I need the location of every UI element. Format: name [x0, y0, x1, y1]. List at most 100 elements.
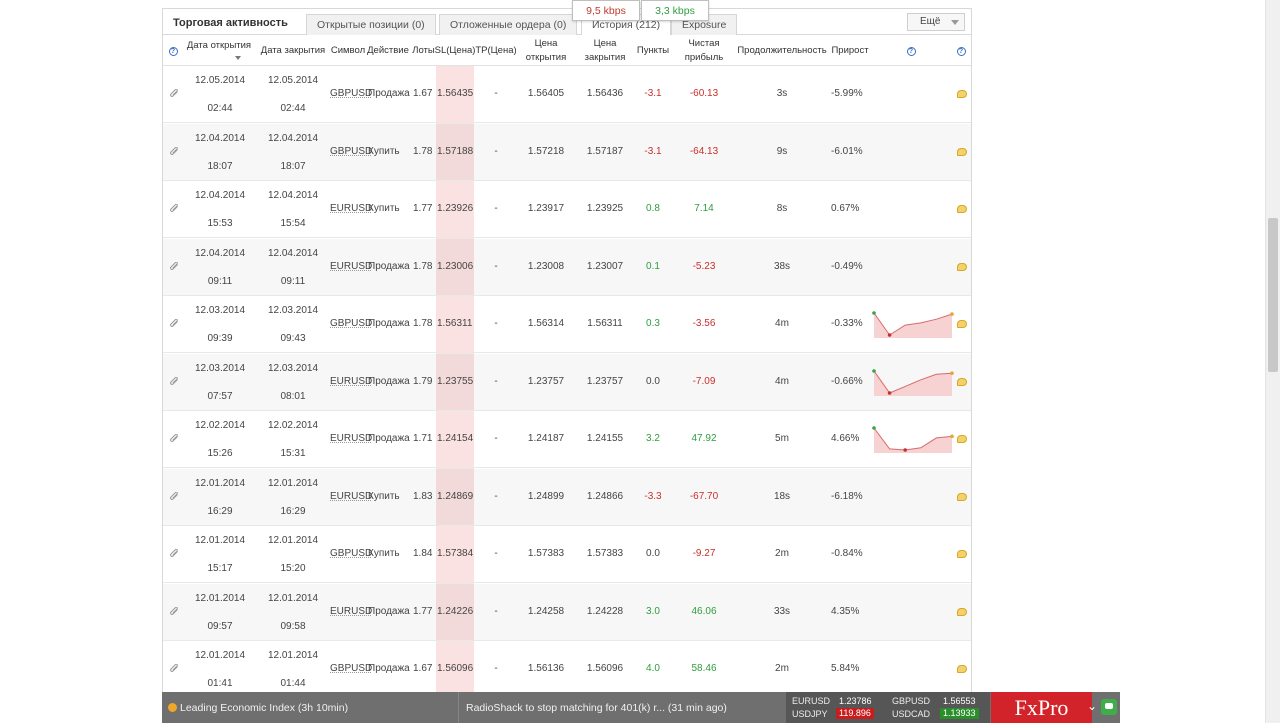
tab-pending-orders[interactable]: Отложенные ордера (0)	[439, 14, 578, 35]
comment-icon[interactable]	[957, 492, 967, 501]
col-points[interactable]: Пункты	[636, 45, 670, 56]
col-sl[interactable]: SL(Цена)	[434, 45, 476, 56]
symbol-link[interactable]: EURUSD	[330, 375, 373, 387]
paperclip-icon[interactable]	[170, 319, 180, 329]
comment-icon[interactable]	[957, 90, 967, 98]
points: 0.0	[646, 548, 660, 559]
close-date: 12.04.2014 09:11	[267, 247, 319, 287]
sl-price: 1.56311	[437, 318, 473, 329]
tp-price: -	[494, 490, 498, 502]
page-scrollbar[interactable]	[1265, 0, 1280, 723]
quote-symbol-eurusd: EURUSD	[792, 696, 831, 706]
tp-price: -	[494, 548, 498, 559]
scrollbar-thumb[interactable]	[1268, 218, 1278, 372]
symbol-link[interactable]: GBPUSD	[330, 548, 373, 559]
symbol-link[interactable]: EURUSD	[330, 260, 373, 272]
close-date: 12.05.2014 02:44	[267, 75, 319, 114]
sparkline-area	[874, 428, 952, 453]
points: 4.0	[646, 663, 660, 674]
comment-icon[interactable]	[957, 607, 967, 616]
col-net-profit[interactable]: Чистая прибыль	[684, 38, 724, 63]
table-row[interactable]: 12.03.2014 09:39 12.03.2014 09:43 GBPUSD Прод…	[163, 296, 971, 353]
help-icon[interactable]: ?	[167, 36, 179, 66]
symbol-link[interactable]: EURUSD	[330, 605, 373, 617]
table-row[interactable]: 12.04.2014 15:53 12.04.2014 15:54 EURUSD Купи…	[163, 181, 971, 238]
open-date: 12.01.2014 15:17	[194, 535, 246, 574]
col-action[interactable]: Действие	[367, 45, 409, 56]
quote-value-usdjpy: 119.896	[836, 708, 874, 719]
paperclip-icon[interactable]	[170, 491, 180, 502]
open-price: 1.24899	[527, 490, 565, 502]
paperclip-icon[interactable]	[170, 261, 180, 272]
open-date: 12.01.2014 09:57	[194, 592, 246, 632]
download-speed: 9,5 kbps	[572, 0, 640, 21]
col-open-price[interactable]: Цена открытия	[525, 38, 567, 63]
paperclip-icon[interactable]	[170, 664, 180, 674]
table-row[interactable]: 12.02.2014 15:26 12.02.2014 15:31 EURUSD Прод…	[163, 411, 971, 468]
col-open-date[interactable]: Дата открытия	[181, 36, 257, 66]
tp-price: -	[494, 260, 498, 272]
close-price: 1.57383	[586, 548, 624, 559]
action: Купить	[368, 548, 400, 559]
paperclip-icon[interactable]	[170, 376, 180, 387]
table-header: ? Дата открытия Дата закрытия Символ Дей…	[163, 36, 971, 66]
fxpro-logo[interactable]: FxPro	[991, 692, 1092, 723]
col-gain[interactable]: Прирост	[831, 45, 869, 56]
comment-icon[interactable]	[957, 377, 967, 386]
chat-icon[interactable]	[1101, 699, 1117, 715]
col-lots[interactable]: Лоты	[412, 45, 435, 56]
help-icon[interactable]: ?	[955, 36, 967, 66]
table-row[interactable]: 12.01.2014 01:41 12.01.2014 01:44 GBPUSD Прод…	[163, 641, 971, 698]
paperclip-icon[interactable]	[170, 89, 180, 99]
tab-bar: Торговая активность Открытые позиции (0)…	[163, 9, 971, 35]
more-label: Ещё	[920, 16, 941, 27]
comment-icon[interactable]	[957, 550, 967, 558]
paperclip-icon[interactable]	[170, 204, 180, 214]
symbol-link[interactable]: EURUSD	[330, 203, 373, 214]
comment-icon[interactable]	[957, 435, 967, 443]
help-icon[interactable]: ?	[905, 36, 917, 66]
chevron-down-icon[interactable]: ⌄	[1086, 699, 1098, 713]
paperclip-icon[interactable]	[170, 549, 180, 559]
paperclip-icon[interactable]	[170, 606, 180, 617]
close-date: 12.01.2014 01:44	[267, 650, 319, 689]
tp-price: -	[494, 203, 498, 214]
symbol-link[interactable]: GBPUSD	[330, 318, 373, 329]
symbol-link[interactable]: GBPUSD	[330, 663, 373, 674]
action: Продажа	[368, 88, 410, 99]
symbol-link[interactable]: EURUSD	[330, 490, 373, 502]
table-row[interactable]: 12.05.2014 02:44 12.05.2014 02:44 GBPUSD Прод…	[163, 66, 971, 123]
duration: 9s	[776, 145, 788, 157]
table-row[interactable]: 12.03.2014 07:57 12.03.2014 08:01 EURUSD Прод…	[163, 354, 971, 411]
more-dropdown[interactable]: Ещё	[907, 13, 965, 31]
comment-icon[interactable]	[957, 262, 967, 271]
col-close-price[interactable]: Цена закрытия	[584, 38, 626, 63]
ticker-event[interactable]: Leading Economic Index (3h 10min)	[180, 702, 349, 714]
table-row[interactable]: 12.01.2014 09:57 12.01.2014 09:58 EURUSD Прод…	[163, 584, 971, 641]
tp-price: -	[494, 375, 498, 387]
sparkline-line	[873, 370, 953, 394]
symbol-link[interactable]: EURUSD	[330, 433, 373, 444]
col-tp[interactable]: TP(Цена)	[475, 45, 517, 56]
quote-symbol-gbpusd: GBPUSD	[892, 696, 931, 706]
paperclip-icon[interactable]	[170, 146, 180, 157]
col-duration[interactable]: Продолжительность	[737, 45, 827, 56]
comment-icon[interactable]	[957, 320, 967, 328]
comment-icon[interactable]	[957, 147, 967, 156]
duration: 38s	[773, 260, 791, 272]
gain-sparkline	[872, 426, 954, 453]
comment-icon[interactable]	[957, 205, 967, 213]
table-row[interactable]: 12.04.2014 09:11 12.04.2014 09:11 EURUSD Прод…	[163, 239, 971, 296]
comment-icon[interactable]	[957, 665, 967, 673]
tab-open-positions[interactable]: Открытые позиции (0)	[306, 14, 436, 35]
lots: 1.71	[413, 433, 433, 444]
ticker-headline[interactable]: RadioShack to stop matching for 401(k) r…	[466, 702, 727, 714]
col-close-date[interactable]: Дата закрытия	[260, 45, 326, 56]
symbol-link[interactable]: GBPUSD	[330, 88, 373, 99]
table-row[interactable]: 12.01.2014 16:29 12.01.2014 16:29 EURUSD Купи…	[163, 469, 971, 526]
col-symbol[interactable]: Символ	[330, 45, 366, 56]
table-row[interactable]: 12.01.2014 15:17 12.01.2014 15:20 GBPUSD Купи…	[163, 526, 971, 583]
symbol-link[interactable]: GBPUSD	[330, 145, 373, 157]
table-row[interactable]: 12.04.2014 18:07 12.04.2014 18:07 GBPUSD Купи…	[163, 124, 971, 181]
paperclip-icon[interactable]	[170, 434, 180, 444]
